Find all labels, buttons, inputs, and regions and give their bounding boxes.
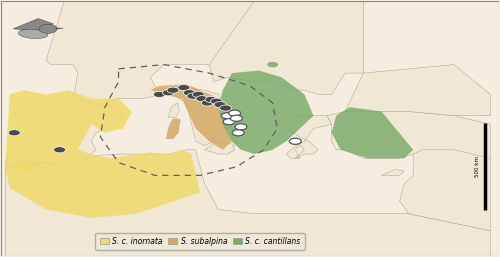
Circle shape xyxy=(267,62,278,67)
Circle shape xyxy=(196,96,208,102)
Polygon shape xyxy=(332,107,413,158)
Polygon shape xyxy=(155,88,236,154)
Polygon shape xyxy=(209,1,364,94)
Circle shape xyxy=(210,98,222,104)
Polygon shape xyxy=(5,150,200,218)
Circle shape xyxy=(290,138,302,144)
Circle shape xyxy=(39,24,57,33)
Circle shape xyxy=(202,100,213,106)
Circle shape xyxy=(228,110,240,116)
Text: 500 km: 500 km xyxy=(476,156,480,177)
Polygon shape xyxy=(46,1,255,105)
Circle shape xyxy=(214,102,226,108)
Legend: S. c. inornata, S. subalpina, S. c. cantillans: S. c. inornata, S. subalpina, S. c. cant… xyxy=(96,233,305,250)
Circle shape xyxy=(220,105,232,111)
Circle shape xyxy=(54,147,66,153)
Polygon shape xyxy=(13,19,53,31)
Polygon shape xyxy=(166,118,180,139)
Circle shape xyxy=(232,130,244,136)
Polygon shape xyxy=(327,112,490,158)
Circle shape xyxy=(178,85,190,91)
Circle shape xyxy=(162,90,174,96)
Ellipse shape xyxy=(18,29,48,39)
Circle shape xyxy=(187,93,199,99)
Circle shape xyxy=(223,119,235,125)
Polygon shape xyxy=(5,150,490,256)
Polygon shape xyxy=(5,90,132,171)
Polygon shape xyxy=(382,169,404,175)
Circle shape xyxy=(222,113,234,119)
Circle shape xyxy=(184,90,195,96)
Polygon shape xyxy=(345,65,490,116)
Polygon shape xyxy=(204,144,234,154)
Circle shape xyxy=(192,91,204,97)
Circle shape xyxy=(205,96,217,103)
Circle shape xyxy=(235,124,247,130)
Polygon shape xyxy=(272,112,332,158)
Polygon shape xyxy=(150,84,232,150)
Polygon shape xyxy=(5,96,123,164)
Circle shape xyxy=(167,87,179,93)
Polygon shape xyxy=(56,27,66,29)
Polygon shape xyxy=(218,71,314,154)
Circle shape xyxy=(154,91,166,97)
Polygon shape xyxy=(166,118,180,139)
Polygon shape xyxy=(400,150,490,231)
Circle shape xyxy=(8,130,20,136)
Polygon shape xyxy=(168,103,179,117)
Circle shape xyxy=(230,115,242,121)
